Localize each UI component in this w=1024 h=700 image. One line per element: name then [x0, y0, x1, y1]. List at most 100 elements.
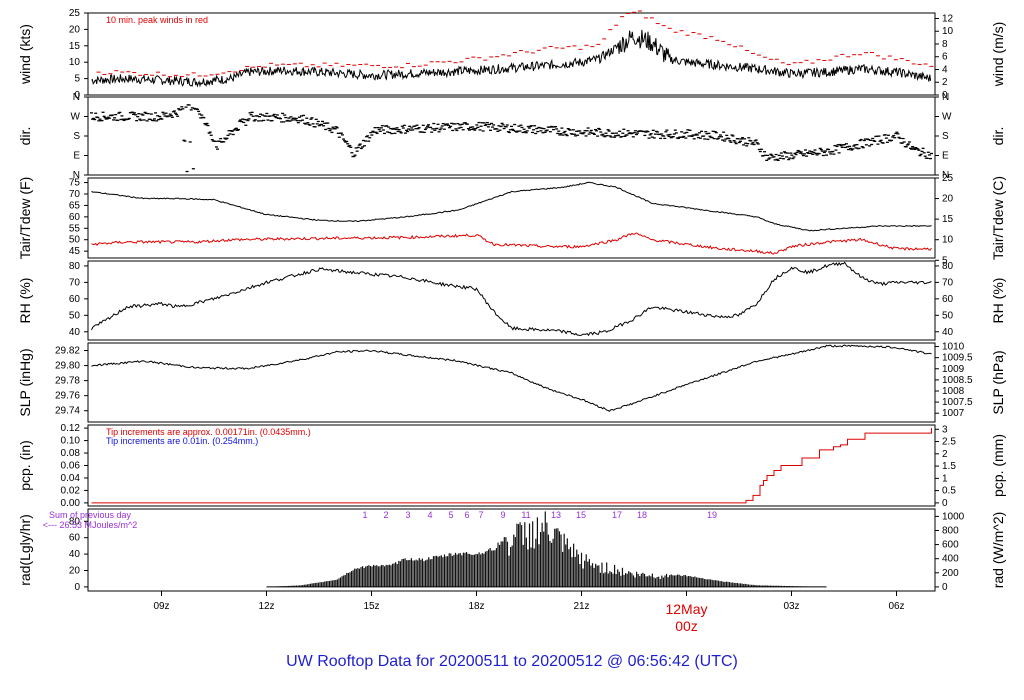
- prev-day-sum-value: <--- 26.53 MJoules/m^2: [43, 520, 138, 530]
- dir-right-label: dir.: [990, 127, 1006, 146]
- pcp-right-axis: 00.5 11.522.5 3: [935, 424, 956, 509]
- rh-left-axis: 40 50 60 70 80: [69, 261, 88, 338]
- slp-panel-frame: [87, 342, 936, 423]
- temp-right-tick-label: 5: [942, 255, 948, 266]
- rh-left-tick-label: 40: [69, 327, 81, 338]
- day-marker-hour: 00z: [675, 618, 698, 634]
- temp-left-tick-label: 45: [69, 246, 81, 257]
- wind-right-tick-label: 12: [942, 13, 954, 24]
- dir-right-tick-label: W: [942, 112, 952, 123]
- wind-left-tick-label: 20: [69, 24, 81, 35]
- hour-label: 6: [464, 510, 469, 520]
- hour-label: 19: [707, 510, 717, 520]
- hour-label: 18: [637, 510, 647, 520]
- wind-left-tick-label: 10: [69, 57, 81, 68]
- rh-right-tick-label: 50: [942, 310, 954, 321]
- page-title: UW Rooftop Data for 20200511 to 20200512…: [286, 653, 738, 670]
- rad-right-tick-label: 0: [942, 582, 948, 593]
- wind-left-axis: 0 5 10 15 20 25: [69, 8, 88, 101]
- dir-right-tick-label: E: [942, 151, 949, 162]
- wind-left-tick-label: 25: [69, 8, 81, 19]
- wind-left-tick-label: 5: [74, 74, 80, 85]
- hour-label: 17: [612, 510, 622, 520]
- dir-right-tick-label: S: [942, 131, 949, 142]
- rad-left-label: rad(Lgly/hr): [17, 514, 33, 586]
- pcp-right-tick-label: 3: [942, 424, 948, 435]
- temp-right-label: Tair/Tdew (C): [990, 176, 1006, 260]
- slp-left-label: SLP (inHg): [17, 348, 33, 416]
- slp-line: [91, 344, 932, 412]
- slp-left-tick-label: 29.82: [55, 346, 80, 357]
- wind-left-tick-label: 0: [74, 90, 80, 101]
- rad-panel-frame: [87, 508, 936, 592]
- dir-right-tick-label: N: [942, 92, 949, 103]
- rad-left-tick-label: 80: [69, 516, 81, 527]
- rad-left-tick-label: 60: [69, 533, 81, 544]
- slp-right-label: SLP (hPa): [990, 350, 1006, 414]
- rad-right-axis: 0 200 400 600 800 1000: [935, 511, 965, 593]
- pcp-left-tick-label: 0.08: [61, 448, 81, 459]
- slp-right-tick-label: 1008.5: [942, 375, 973, 386]
- wind-speed-line: [91, 29, 932, 88]
- slp-left-axis: 29.74 29.76 29.78 29.80 29.82: [55, 346, 88, 417]
- rh-right-label: RH (%): [990, 278, 1006, 324]
- rad-right-label: rad (W/m^2): [990, 512, 1006, 589]
- rad-right-tick-label: 400: [942, 554, 959, 565]
- pcp-right-tick-label: 1: [942, 473, 948, 484]
- slp-right-tick-label: 1007: [942, 408, 965, 419]
- rad-right-tick-label: 600: [942, 540, 959, 551]
- slp-left-tick-label: 29.76: [55, 391, 80, 402]
- slp-left-tick-label: 29.78: [55, 376, 80, 387]
- dir-left-tick-label: S: [73, 131, 80, 142]
- slp-right-tick-label: 1007.5: [942, 397, 973, 408]
- hour-label: 4: [427, 510, 432, 520]
- wind-direction-marks: [90, 104, 933, 173]
- temp-left-tick-label: 75: [69, 178, 81, 189]
- dir-left-tick-label: E: [73, 151, 80, 162]
- rh-left-tick-label: 70: [69, 277, 81, 288]
- dir-right-tick-label: N: [942, 170, 949, 181]
- dir-left-label: dir.: [17, 127, 33, 146]
- slp-right-tick-label: 1009.5: [942, 353, 973, 364]
- wind-right-label: wind (m/s): [990, 22, 1006, 88]
- prev-day-sum-label: Sum of previous day: [49, 510, 132, 520]
- pcp-left-tick-label: 0.02: [61, 485, 81, 496]
- wind-right-tick-label: 6: [942, 52, 948, 63]
- rad-left-tick-label: 0: [74, 582, 80, 593]
- wind-peak-marks: [96, 10, 934, 78]
- pcp-right-tick-label: 0: [942, 498, 948, 509]
- time-tick-label: 06z: [888, 601, 904, 612]
- wind-right-tick-label: 0: [942, 90, 948, 101]
- temp-left-tick-label: 70: [69, 189, 81, 200]
- pcp-left-tick-label: 0.06: [61, 461, 81, 472]
- hour-labels: 1 2 3 4 5 6 7 9 11 13 15 17 18 19: [362, 510, 717, 520]
- temp-panel-frame: [87, 177, 936, 259]
- temp-right-tick-label: 25: [942, 173, 954, 184]
- wind-right-tick-label: 10: [942, 26, 954, 37]
- rh-panel-frame: [87, 260, 936, 341]
- hour-label: 9: [500, 510, 505, 520]
- temp-right-tick-label: 10: [942, 235, 954, 246]
- slp-left-tick-label: 29.80: [55, 361, 80, 372]
- day-marker-date: 12May: [665, 601, 707, 617]
- wind-right-tick-label: 2: [942, 77, 948, 88]
- wind-right-tick-label: 4: [942, 64, 948, 75]
- slp-left-tick-label: 29.74: [55, 406, 80, 417]
- dir-left-tick-label: N: [73, 170, 80, 181]
- rad-right-tick-label: 200: [942, 568, 959, 579]
- time-tick-label: 21z: [573, 601, 589, 612]
- rad-right-tick-label: 800: [942, 525, 959, 536]
- wind-right-axis: 0 2 46 8 10 12: [935, 13, 954, 101]
- hour-label: 7: [478, 510, 483, 520]
- precip-accum-line: [91, 428, 932, 504]
- rh-left-tick-label: 80: [69, 261, 81, 272]
- hour-label: 15: [576, 510, 586, 520]
- dir-left-tick-label: N: [73, 92, 80, 103]
- slp-right-tick-label: 1008: [942, 386, 965, 397]
- wind-left-tick-label: 15: [69, 41, 81, 52]
- temp-left-tick-label: 60: [69, 212, 81, 223]
- rh-right-axis: 40 50 60 70 80: [935, 261, 954, 338]
- hour-label: 1: [362, 510, 367, 520]
